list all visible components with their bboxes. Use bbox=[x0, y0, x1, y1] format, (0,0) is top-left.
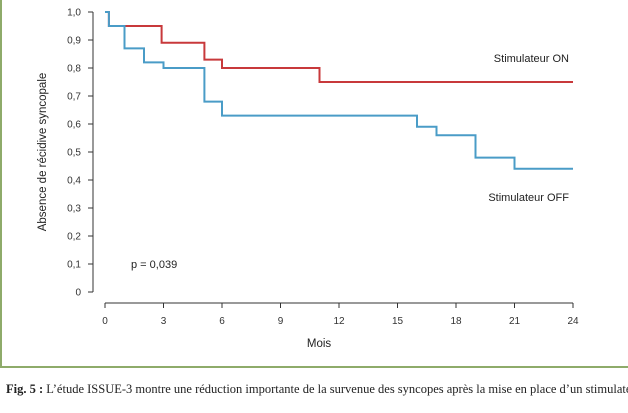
p-value-annotation: p = 0,039 bbox=[131, 259, 177, 271]
y-tick-label: 0,9 bbox=[67, 36, 81, 47]
y-tick-label: 0,8 bbox=[67, 64, 81, 75]
x-tick-label: 12 bbox=[333, 316, 345, 327]
x-tick-label: 9 bbox=[278, 316, 284, 327]
y-tick-label: 1,0 bbox=[67, 8, 81, 19]
chart-axes: 0 0,1 0,2 0,3 0,4 0,5 0,6 0,7 0,8 0,9 1,0 0 3 6 9 12 15 1… bbox=[67, 8, 579, 328]
series-label: Stimulateur OFF bbox=[488, 192, 569, 204]
caption-text: L’étude ISSUE-3 montre une réduction imp… bbox=[46, 382, 628, 396]
chart-labels: Mois Absence de récidive syncopale Stimula… bbox=[37, 53, 569, 350]
x-tick-label: 0 bbox=[102, 316, 108, 327]
x-tick-label: 18 bbox=[450, 316, 462, 327]
y-axis-title: Absence de récidive syncopale bbox=[37, 73, 49, 232]
figure-frame bbox=[0, 0, 628, 368]
y-tick-label: 0,7 bbox=[67, 92, 81, 103]
y-tick-label: 0,1 bbox=[67, 260, 81, 271]
y-tick-label: 0,6 bbox=[67, 120, 81, 131]
series-line bbox=[105, 11, 573, 170]
x-tick-label: 24 bbox=[567, 316, 579, 327]
y-tick-label: 0 bbox=[75, 288, 81, 299]
x-tick-label: 15 bbox=[392, 316, 404, 327]
x-tick-label: 6 bbox=[219, 316, 225, 327]
caption-label: Fig. 5 : bbox=[6, 382, 44, 396]
y-tick-label: 0,2 bbox=[67, 232, 81, 243]
series-line bbox=[105, 11, 573, 83]
y-tick-label: 0,5 bbox=[67, 148, 81, 159]
y-tick-label: 0,4 bbox=[67, 176, 81, 187]
series-label: Stimulateur ON bbox=[494, 53, 569, 65]
x-tick-label: 3 bbox=[161, 316, 167, 327]
y-tick-label: 0,3 bbox=[67, 204, 81, 215]
series-layer bbox=[105, 11, 573, 170]
x-axis-title: Mois bbox=[307, 338, 332, 350]
x-tick-label: 21 bbox=[509, 316, 521, 327]
figure-caption: Fig. 5 : L’étude ISSUE-3 montre une rédu… bbox=[6, 381, 628, 413]
survival-chart: 0 0,1 0,2 0,3 0,4 0,5 0,6 0,7 0,8 0,9 1,0 0 3 6 9 12 15 1… bbox=[37, 8, 579, 351]
